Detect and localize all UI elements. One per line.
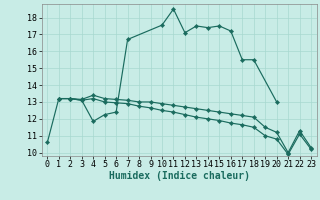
X-axis label: Humidex (Indice chaleur): Humidex (Indice chaleur) <box>109 171 250 181</box>
